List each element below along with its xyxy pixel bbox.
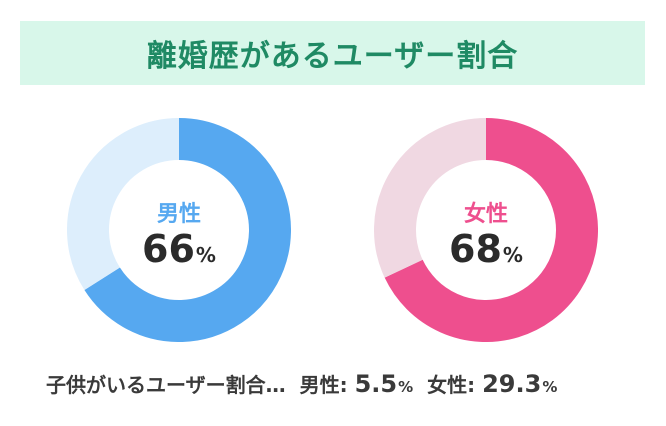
- footer-male-stat: 男性: 5.5%: [300, 369, 414, 398]
- male-value-unit: %: [195, 243, 216, 267]
- female-value-slice: [384, 118, 598, 342]
- male-remainder-slice: [67, 118, 180, 290]
- female-remainder-slice: [374, 118, 487, 278]
- footer-male-label: 男性:: [299, 373, 348, 397]
- male-center-value: 66%: [67, 226, 291, 278]
- female-value-unit: %: [502, 243, 523, 267]
- title-banner: 離婚歴があるユーザー割合: [20, 21, 645, 85]
- female-center-label: 女性: [463, 202, 508, 227]
- female-center-value: 68%: [374, 226, 598, 278]
- footer-male-value: 5.5: [354, 370, 398, 398]
- footer-female-value: 29.3: [482, 370, 542, 398]
- chart-title: 離婚歴があるユーザー割合: [146, 39, 519, 74]
- male-value-number: 66: [142, 227, 195, 271]
- male-center: 男性 66%: [67, 118, 291, 342]
- footer-male-unit: %: [398, 378, 414, 396]
- footer-stats: 子供がいるユーザー割合… 男性: 5.5% 女性: 29.3%: [46, 369, 646, 403]
- female-center: 女性 68%: [374, 118, 598, 342]
- male-center-label: 男性: [156, 202, 201, 227]
- male-value-slice: [84, 118, 291, 342]
- footer-female-unit: %: [542, 378, 558, 396]
- footer-caption: 子供がいるユーザー割合…: [46, 373, 286, 397]
- footer-female-label: 女性:: [427, 373, 476, 397]
- male-donut-chart: 男性 66%: [67, 118, 291, 342]
- footer-female-stat: 女性: 29.3%: [427, 369, 557, 398]
- female-donut-chart: 女性 68%: [374, 118, 598, 342]
- female-donut-svg: [374, 118, 598, 342]
- female-value-number: 68: [449, 227, 502, 271]
- male-donut-svg: [67, 118, 291, 342]
